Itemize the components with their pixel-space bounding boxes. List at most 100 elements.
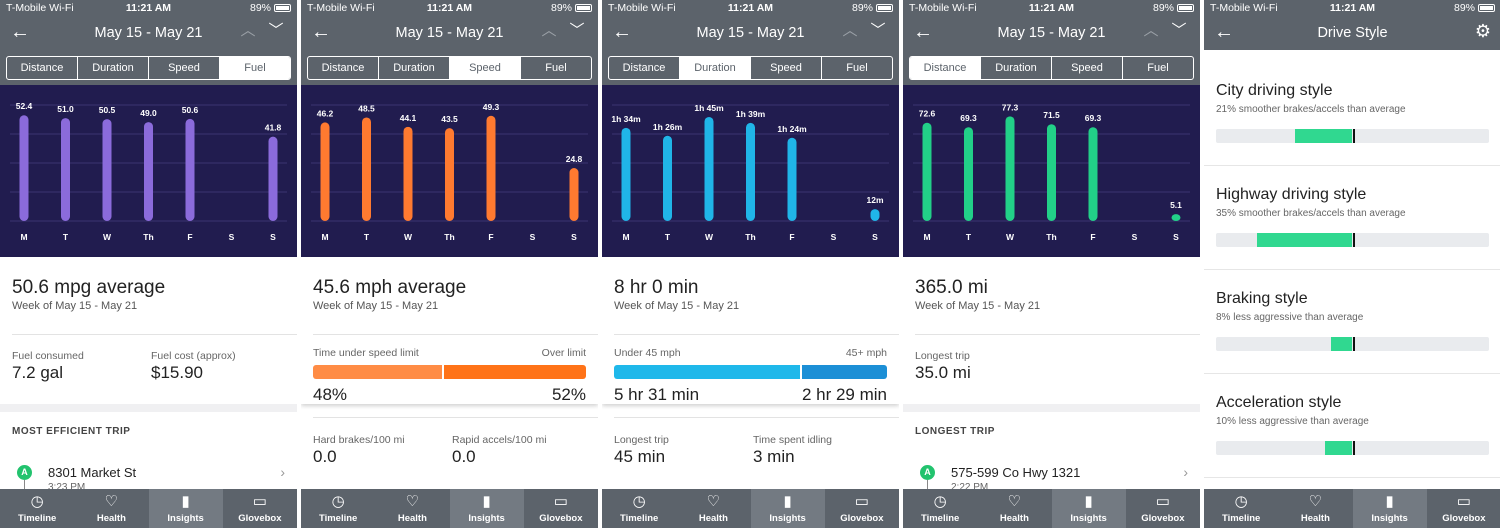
tab-duration[interactable]: Duration [77, 57, 148, 79]
bar-3[interactable] [144, 122, 153, 221]
tab-fuel[interactable]: Fuel [1122, 57, 1193, 79]
chevron-down-icon[interactable]: ﹀ [268, 22, 284, 39]
tabbar-item-glovebox[interactable]: ▭ Glovebox [1427, 489, 1500, 528]
bar-6[interactable] [1171, 214, 1181, 221]
tabbar-item-insights[interactable]: ▮ Insights [148, 489, 223, 528]
tabbar-item-glovebox[interactable]: ▭ Glovebox [524, 489, 598, 528]
chevron-down-icon[interactable]: ﹀ [569, 22, 585, 39]
split-right-value: 52% [551, 385, 586, 404]
tab-speed[interactable]: Speed [750, 57, 821, 79]
bar-1[interactable] [362, 117, 371, 221]
bar-value-label: 1h 39m [736, 109, 766, 119]
chevron-down-icon[interactable]: ﹀ [1171, 22, 1187, 39]
bar-6[interactable] [268, 136, 278, 221]
tabbar-item-glovebox[interactable]: ▭ Glovebox [825, 489, 899, 528]
back-arrow-icon[interactable]: ← [612, 21, 632, 43]
bar-3[interactable] [445, 128, 454, 221]
bar-3[interactable] [746, 122, 755, 221]
chevron-right-icon[interactable]: › [280, 464, 285, 480]
tab-fuel[interactable]: Fuel [821, 57, 892, 79]
bar-value-label: 46.2 [317, 108, 334, 118]
chevron-down-icon[interactable]: ﹀ [870, 22, 886, 39]
tabbar-item-glovebox[interactable]: ▭ Glovebox [1126, 489, 1200, 528]
tabbar-item-health[interactable]: ♡ Health [676, 489, 750, 528]
bar-6[interactable] [569, 168, 579, 221]
date-range-title: May 15 - May 21 [94, 25, 203, 41]
tabbar-item-health[interactable]: ♡ Health [977, 489, 1051, 528]
tab-fuel[interactable]: Fuel [219, 57, 290, 79]
back-arrow-icon[interactable]: ← [1214, 21, 1234, 43]
bar-0[interactable] [922, 122, 932, 221]
stat-value: 45 min [614, 447, 666, 466]
tabbar-item-insights[interactable]: ▮ Insights [750, 489, 825, 528]
tabbar-item-glovebox[interactable]: ▭ Glovebox [223, 489, 297, 528]
tab-speed[interactable]: Speed [449, 57, 520, 79]
split-right-label: Over limit [541, 347, 586, 359]
back-arrow-icon[interactable]: ← [311, 21, 331, 43]
gear-icon[interactable]: ⚙ [1474, 21, 1492, 41]
chevron-right-icon[interactable]: › [1183, 464, 1188, 480]
tab-distance[interactable]: Distance [321, 62, 365, 74]
tab-distance[interactable]: Distance [910, 57, 980, 79]
back-arrow-icon[interactable]: ← [10, 21, 30, 43]
stat-value: 0.0 [313, 447, 337, 466]
bar-0[interactable] [19, 115, 29, 221]
tab-distance[interactable]: Distance [20, 62, 64, 74]
bar-1[interactable] [663, 135, 672, 221]
day-label: Th [745, 232, 755, 242]
tabbar-item-timeline[interactable]: ◷ Timeline [602, 489, 676, 528]
tab-duration[interactable]: Duration [679, 57, 750, 79]
bar-2[interactable] [403, 126, 413, 221]
tabbar-item-health[interactable]: ♡ Health [74, 489, 148, 528]
trip-address[interactable]: 575-599 Co Hwy 1321 [951, 465, 1081, 480]
bar-0[interactable] [320, 122, 330, 221]
tabbar-item-timeline[interactable]: ◷ Timeline [903, 489, 977, 528]
tabbar-item-insights[interactable]: ▮ Insights [449, 489, 524, 528]
tab-fuel[interactable]: Fuel [520, 57, 591, 79]
bar-4[interactable] [1088, 127, 1098, 221]
carrier-label: T-Mobile Wi-Fi [909, 2, 977, 14]
tab-speed[interactable]: Speed [1051, 57, 1122, 79]
bar-value-label: 1h 24m [777, 124, 807, 134]
chevron-up-icon[interactable]: ︿ [1143, 22, 1159, 39]
bar-0[interactable] [621, 127, 631, 221]
bar-2[interactable] [102, 119, 112, 221]
bar-6[interactable] [870, 209, 880, 221]
tabbar-item-insights[interactable]: ▮ Insights [1352, 489, 1427, 528]
section-gap [0, 404, 297, 412]
tabbar-item-timeline[interactable]: ◷ Timeline [0, 489, 74, 528]
tab-duration[interactable]: Duration [378, 57, 449, 79]
bar-3[interactable] [1047, 124, 1056, 221]
tabbar-item-health[interactable]: ♡ Health [1278, 489, 1352, 528]
bar-2[interactable] [704, 116, 714, 221]
heart-icon: ♡ [1308, 493, 1323, 510]
stat-label: Hard brakes/100 mi [313, 434, 405, 446]
tabbar-item-timeline[interactable]: ◷ Timeline [301, 489, 375, 528]
style-gauge-track [1216, 441, 1489, 455]
bar-4[interactable] [185, 118, 195, 221]
back-arrow-icon[interactable]: ← [913, 21, 933, 43]
bar-4[interactable] [486, 115, 496, 221]
tab-distance[interactable]: Distance [622, 62, 666, 74]
bar-2[interactable] [1005, 116, 1015, 221]
carrier-label: T-Mobile Wi-Fi [307, 2, 375, 14]
bar-4[interactable] [787, 137, 797, 221]
chevron-up-icon[interactable]: ︿ [541, 22, 557, 39]
chevron-up-icon[interactable]: ︿ [842, 22, 858, 39]
bar-1[interactable] [964, 127, 973, 221]
day-label: S [530, 232, 536, 242]
tabbar-item-timeline[interactable]: ◷ Timeline [1204, 489, 1278, 528]
heart-icon: ♡ [104, 493, 119, 510]
bar-1[interactable] [61, 118, 70, 221]
bar-value-label: 50.5 [99, 105, 116, 115]
chevron-up-icon[interactable]: ︿ [240, 22, 256, 39]
tab-speed[interactable]: Speed [148, 57, 219, 79]
day-label: F [1090, 232, 1095, 242]
summary-headline: 8 hr 0 min [614, 277, 699, 298]
day-label: Th [1046, 232, 1056, 242]
tabbar-item-health[interactable]: ♡ Health [375, 489, 449, 528]
tabbar-item-insights[interactable]: ▮ Insights [1051, 489, 1126, 528]
trip-address[interactable]: 8301 Market St [48, 465, 137, 480]
tab-duration[interactable]: Duration [980, 57, 1051, 79]
